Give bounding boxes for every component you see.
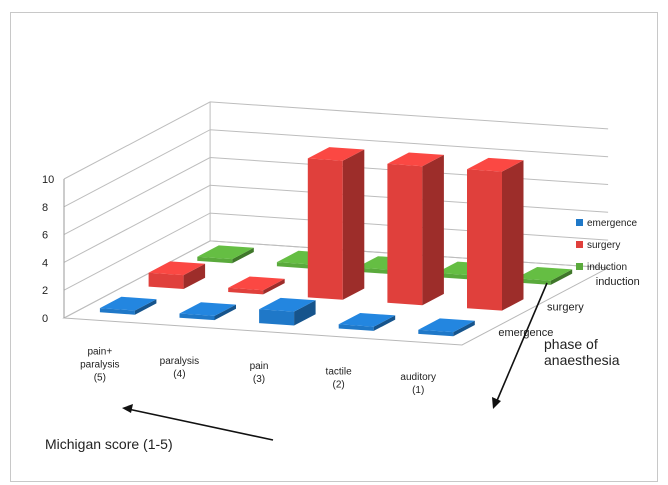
bar-side-face (232, 247, 254, 264)
bar-front-face (436, 272, 472, 280)
bar-induction-1 (197, 245, 254, 264)
y-tick-label: 2 (42, 285, 48, 297)
x-axis-label: Michigan score (1-5) (45, 436, 173, 452)
legend-swatch-emergence (576, 219, 583, 226)
legend-label-emergence: emergence (587, 218, 637, 229)
bar-front-face (307, 158, 343, 300)
bar-surgery-2 (228, 276, 285, 295)
bar-side-face (373, 315, 396, 331)
y-axis-ticks: 0 2 4 6 8 10 (42, 174, 54, 325)
y-tick-label: 0 (42, 313, 48, 325)
bar-side-face (183, 263, 206, 289)
x-tick-label: pain+ paralysis (5) (80, 346, 119, 383)
bar-front-face (387, 163, 423, 306)
x-tick-label: paralysis (4) (160, 356, 199, 380)
bar-top-face (467, 157, 524, 172)
bar-front-face (148, 272, 184, 289)
bar-top-face (418, 318, 475, 333)
bar-top-face (99, 296, 157, 311)
y-tick-label: 4 (42, 257, 48, 269)
bar-front-face (467, 169, 502, 311)
x-axis-tick-labels: pain+ paralysis (5) paralysis (4) pain (3) tact… (80, 346, 436, 396)
bar-front-face (515, 278, 551, 285)
bar-front-face (197, 256, 233, 264)
bar-side-face (134, 299, 157, 315)
depth-tick-label: surgery (547, 301, 584, 313)
legend: emergence surgery induction (576, 218, 637, 273)
bar-side-face (422, 154, 444, 306)
bar-front-face (418, 329, 454, 337)
bar-emergence-3 (259, 297, 316, 326)
bar-surgery-1 (148, 261, 206, 289)
bar-top-face (179, 302, 236, 316)
bar-top-face (228, 276, 285, 291)
y-tick-label: 10 (42, 174, 54, 186)
bar-front-face (356, 267, 392, 275)
bar-front-face (179, 313, 215, 321)
bar-side-face (502, 160, 524, 311)
legend-label-induction: induction (587, 262, 627, 273)
legend-label-surgery: surgery (587, 240, 620, 251)
bar-front-face (99, 308, 135, 315)
chart-frame (10, 12, 658, 482)
bar-emergence-1 (99, 296, 157, 315)
chart-bars (99, 147, 573, 337)
bar-side-face (550, 269, 573, 285)
bar-top-face (148, 261, 206, 276)
legend-swatch-induction (576, 263, 583, 270)
bar-side-face (453, 320, 475, 337)
x-axis-arrow (122, 404, 274, 441)
bar-front-face (276, 262, 312, 269)
depth-tick-label: induction (596, 276, 640, 288)
bar-surgery-3 (307, 147, 365, 300)
bar-top-face (307, 147, 365, 161)
bar-top-face (197, 245, 254, 260)
bar-top-face (338, 313, 396, 327)
bar-surgery-5 (467, 157, 524, 311)
bar-side-face (342, 149, 365, 300)
bar-front-face (338, 324, 374, 331)
bar-emergence-4 (338, 313, 396, 331)
x-tick-label: auditory (1) (400, 372, 436, 396)
bar-emergence-2 (179, 302, 236, 321)
depth-axis-arrow (492, 282, 548, 409)
bar-top-face (259, 297, 316, 312)
y-tick-label: 6 (42, 230, 48, 242)
bar-induction-5 (515, 267, 573, 285)
chart-gridlines (63, 101, 609, 319)
bar-front-face (259, 309, 295, 326)
bar-side-face (214, 304, 236, 321)
x-tick-label: pain (3) (250, 361, 269, 385)
bar-side-face (263, 278, 285, 295)
y-tick-label: 8 (42, 202, 48, 214)
bar-side-face (294, 300, 316, 326)
bar-top-face (387, 152, 444, 167)
depth-axis-label: phase of anaesthesia (544, 336, 620, 368)
bar-surgery-4 (387, 152, 444, 306)
legend-swatch-surgery (576, 241, 583, 248)
x-tick-label: tactile (2) (326, 367, 353, 391)
bar-top-face (515, 267, 573, 281)
bar-emergence-5 (418, 318, 475, 337)
bar-front-face (228, 287, 264, 295)
